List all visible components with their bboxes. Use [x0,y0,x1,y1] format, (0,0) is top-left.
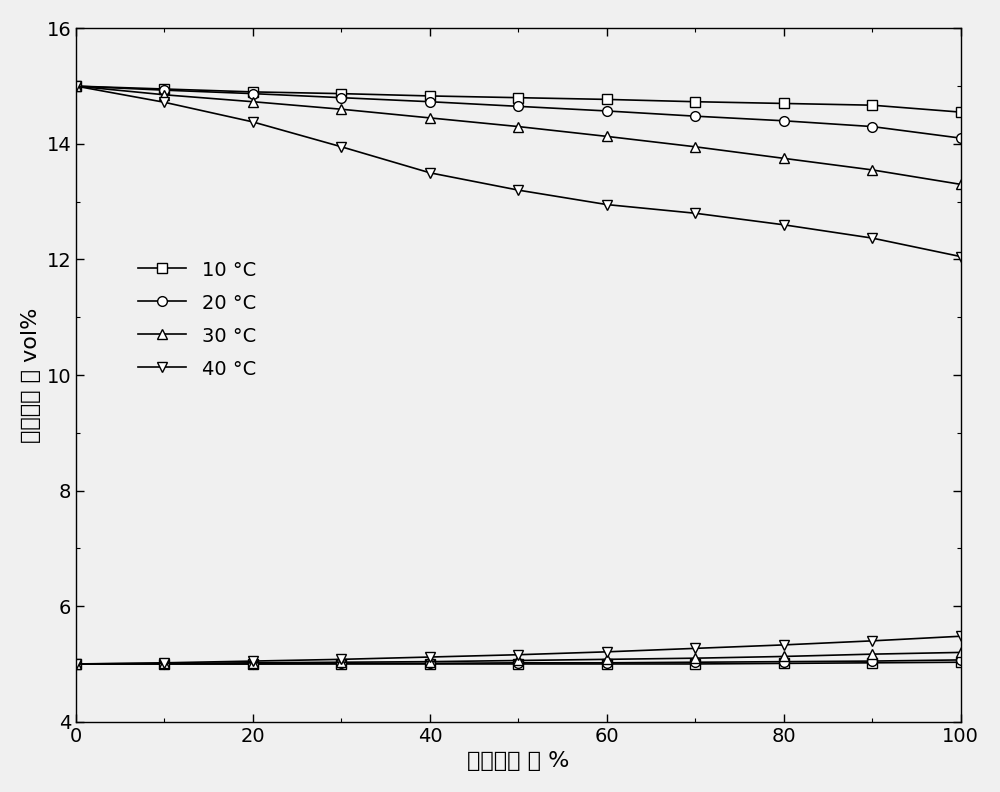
40 °C [247,117,259,127]
20 °C [689,112,701,121]
30 °C [424,113,436,123]
30 °C [335,105,347,114]
Line: 20 °C: 20 °C [71,82,966,143]
40 °C [512,185,524,195]
Y-axis label: 爆炸极限 ／ vol%: 爆炸极限 ／ vol% [21,307,41,443]
10 °C [955,108,967,117]
40 °C [689,208,701,218]
20 °C [778,116,790,126]
40 °C [70,82,82,91]
20 °C [247,89,259,98]
10 °C [866,101,878,110]
40 °C [778,220,790,230]
10 °C [335,89,347,98]
30 °C [689,142,701,151]
10 °C [512,93,524,102]
Line: 10 °C: 10 °C [71,82,966,117]
30 °C [601,131,613,141]
40 °C [424,168,436,177]
10 °C [778,99,790,109]
20 °C [955,133,967,143]
10 °C [689,97,701,106]
Line: 30 °C: 30 °C [71,82,966,189]
20 °C [512,101,524,111]
30 °C [247,97,259,106]
10 °C [70,82,82,91]
30 °C [778,154,790,163]
20 °C [158,86,170,95]
10 °C [601,95,613,105]
Line: 40 °C: 40 °C [71,82,966,261]
40 °C [601,200,613,209]
30 °C [158,90,170,100]
30 °C [70,82,82,91]
30 °C [512,122,524,131]
10 °C [424,91,436,101]
40 °C [158,97,170,107]
10 °C [158,84,170,93]
20 °C [601,106,613,116]
40 °C [866,234,878,243]
20 °C [70,82,82,91]
40 °C [955,252,967,261]
20 °C [424,97,436,106]
10 °C [247,87,259,97]
Legend: 10 °C, 20 °C, 30 °C, 40 °C: 10 °C, 20 °C, 30 °C, 40 °C [130,253,264,386]
20 °C [866,122,878,131]
40 °C [335,142,347,151]
30 °C [955,180,967,189]
X-axis label: 相对湿度 ／ %: 相对湿度 ／ % [467,751,570,771]
20 °C [335,93,347,102]
30 °C [866,166,878,175]
